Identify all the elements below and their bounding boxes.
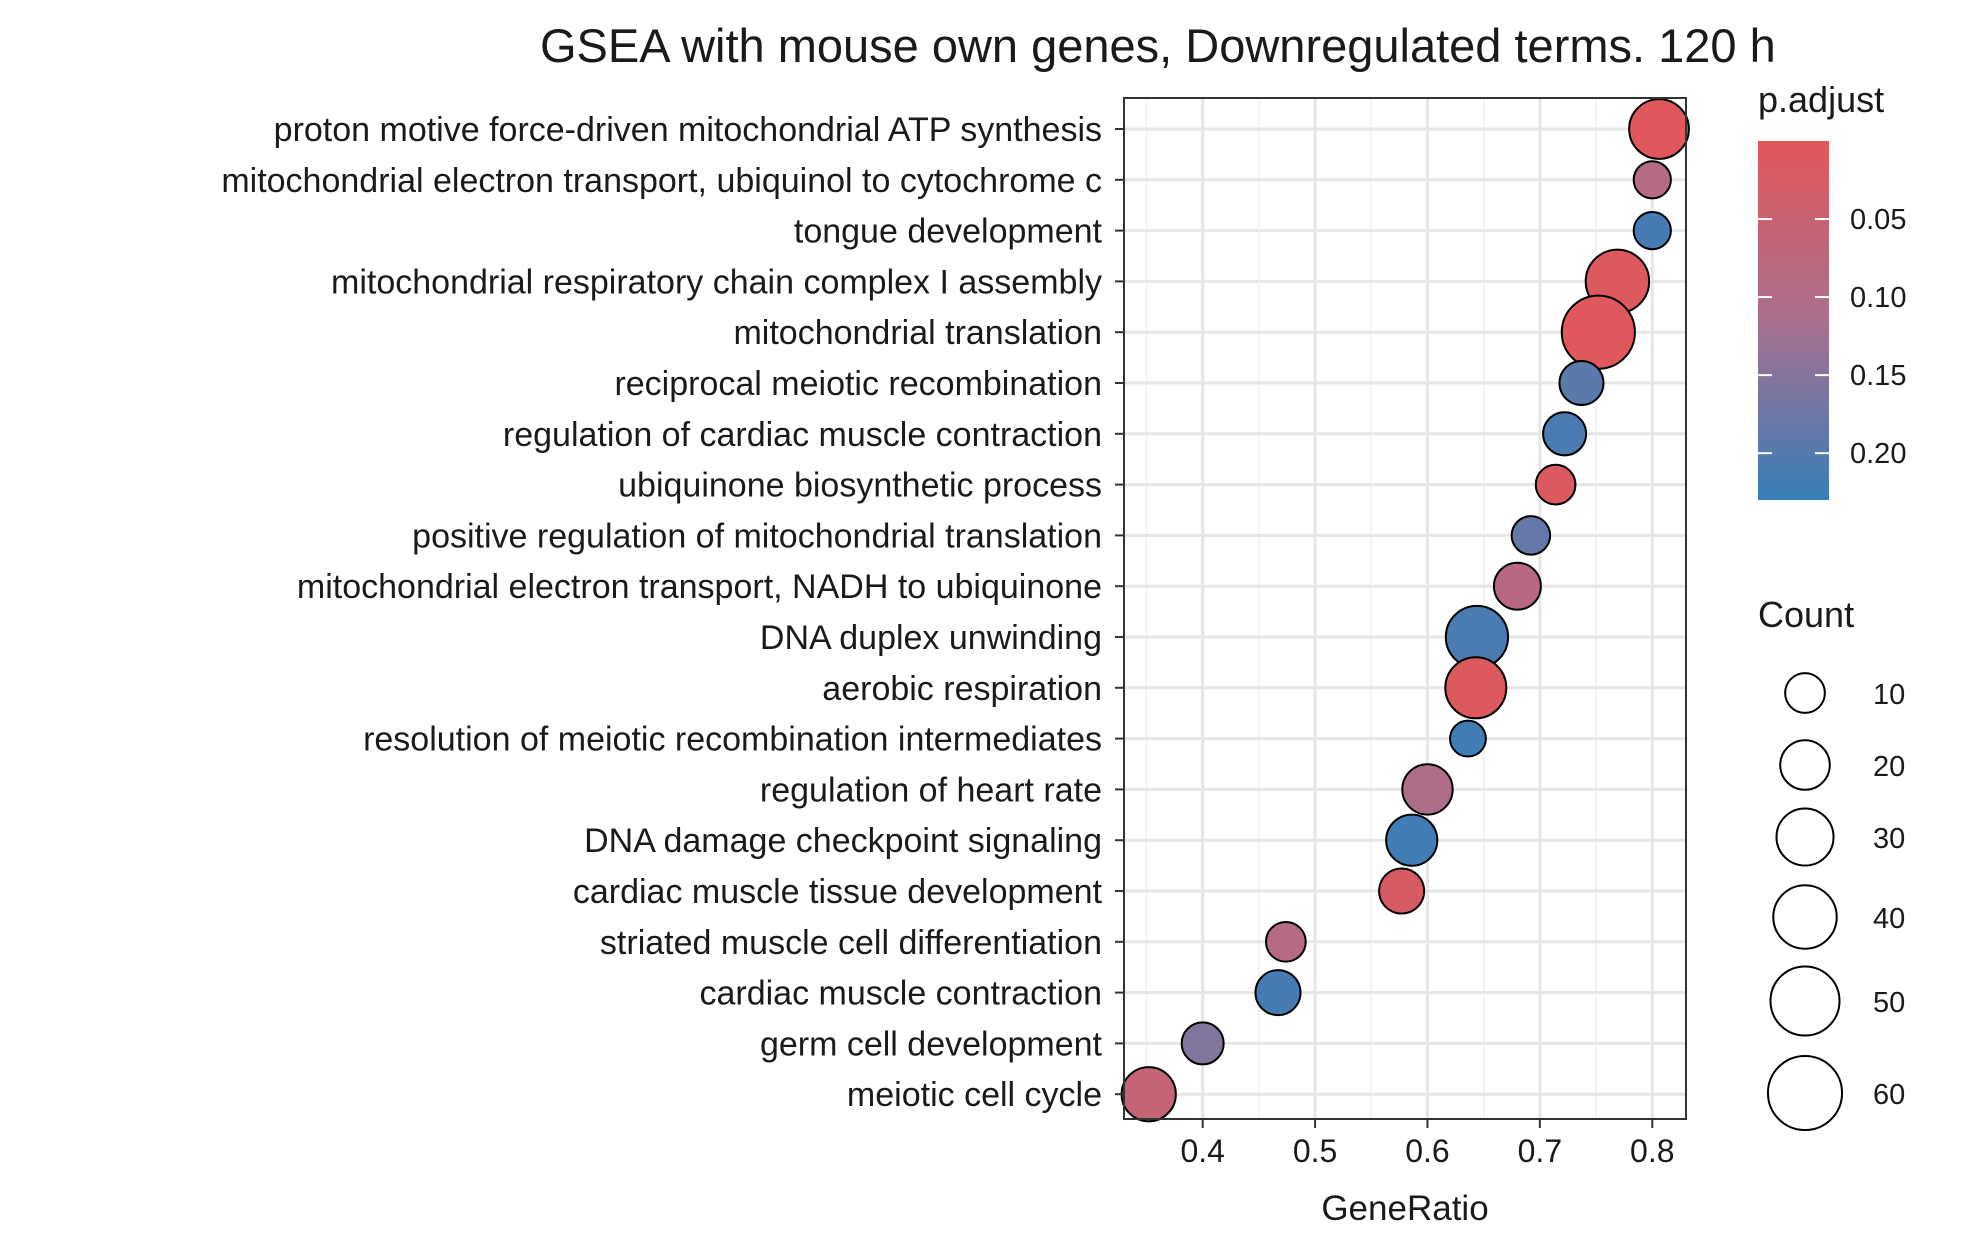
size-legend-label: 40: [1873, 903, 1905, 935]
y-axis: proton motive force-driven mitochondrial…: [221, 111, 1124, 1114]
x-tick-label: 0.7: [1518, 1133, 1562, 1169]
data-point: [1510, 515, 1552, 556]
data-point: [1264, 920, 1307, 963]
y-tick-label: aerobic respiration: [822, 670, 1102, 708]
size-legend: Count 10 20 30 40 50 60: [1758, 594, 1905, 1132]
data-point: [1542, 411, 1588, 457]
data-point: [1560, 294, 1636, 370]
y-tick-label: striated muscle cell differentiation: [600, 924, 1102, 962]
data-point: [1534, 463, 1577, 506]
data-point: [1492, 561, 1542, 611]
y-tick-label: reciprocal meiotic recombination: [614, 365, 1102, 403]
data-point: [1444, 656, 1508, 720]
x-axis-label: GeneRatio: [1321, 1189, 1488, 1228]
y-tick-label: meiotic cell cycle: [847, 1076, 1102, 1114]
x-tick-label: 0.4: [1180, 1133, 1224, 1169]
size-legend-label: 60: [1873, 1079, 1905, 1111]
size-legend-key: [1766, 1054, 1844, 1132]
data-point: [1628, 98, 1690, 160]
size-legend-label: 10: [1873, 679, 1905, 711]
data-point: [1180, 1021, 1225, 1066]
y-tick-label: mitochondrial translation: [733, 314, 1102, 352]
data-point: [1401, 763, 1454, 816]
y-tick-label: regulation of cardiac muscle contraction: [503, 416, 1102, 454]
y-tick-label: DNA duplex unwinding: [760, 619, 1102, 657]
plot-panel-background: [1124, 98, 1686, 1119]
color-legend: p.adjust 0.05 0.10 0.15 0.20: [1758, 79, 1906, 500]
x-axis: 0.4 0.5 0.6 0.7 0.8: [1180, 1119, 1675, 1169]
color-legend-ticks: 0.05 0.10 0.15 0.20: [1758, 204, 1906, 470]
data-point: [1558, 359, 1605, 407]
points: [1120, 98, 1690, 1123]
data-point: [1632, 210, 1672, 251]
data-point: [1254, 969, 1302, 1017]
y-tick-label: positive regulation of mitochondrial tra…: [412, 517, 1102, 555]
color-legend-bar: [1758, 141, 1829, 500]
size-legend-key: [1775, 807, 1835, 867]
y-tick-label: ubiquinone biosynthetic process: [618, 467, 1102, 505]
size-legend-key: [1784, 672, 1826, 714]
plot-panel-border: [1123, 97, 1687, 1120]
y-tick-label: germ cell development: [760, 1025, 1103, 1063]
size-legend-label: 50: [1873, 987, 1905, 1019]
size-legend-label: 30: [1873, 823, 1905, 855]
size-legend-key: [1772, 884, 1838, 950]
size-legend-label: 20: [1873, 751, 1905, 783]
y-tick-label: mitochondrial electron transport, NADH t…: [297, 568, 1102, 606]
data-point: [1378, 867, 1426, 915]
y-tick-label: proton motive force-driven mitochondrial…: [274, 111, 1102, 149]
x-tick-label: 0.8: [1630, 1133, 1674, 1169]
size-legend-keys: 10 20 30 40 50 60: [1766, 672, 1905, 1132]
color-legend-label: 0.15: [1850, 360, 1906, 392]
y-tick-label: DNA damage checkpoint signaling: [584, 822, 1102, 860]
y-tick-label: mitochondrial electron transport, ubiqui…: [221, 162, 1102, 200]
color-legend-label: 0.05: [1850, 204, 1906, 236]
x-tick-label: 0.5: [1293, 1133, 1337, 1169]
data-point: [1449, 719, 1487, 758]
y-tick-label: cardiac muscle tissue development: [573, 873, 1103, 911]
y-tick-label: tongue development: [794, 213, 1103, 251]
size-legend-key: [1769, 965, 1841, 1037]
x-tick-label: 0.6: [1405, 1133, 1449, 1169]
size-legend-key: [1779, 739, 1831, 791]
color-legend-label: 0.10: [1850, 282, 1906, 314]
color-legend-label: 0.20: [1850, 438, 1906, 470]
size-legend-title: Count: [1758, 594, 1854, 635]
chart-title: GSEA with mouse own genes, Downregulated…: [540, 19, 1776, 72]
data-point: [1632, 160, 1672, 200]
y-tick-label: cardiac muscle contraction: [699, 975, 1102, 1013]
y-tick-label: resolution of meiotic recombination inte…: [363, 721, 1102, 759]
color-legend-title: p.adjust: [1758, 79, 1884, 120]
y-tick-label: mitochondrial respiratory chain complex …: [331, 263, 1102, 301]
y-tick-label: regulation of heart rate: [760, 771, 1102, 809]
data-point: [1120, 1066, 1177, 1123]
data-point: [1385, 813, 1439, 867]
